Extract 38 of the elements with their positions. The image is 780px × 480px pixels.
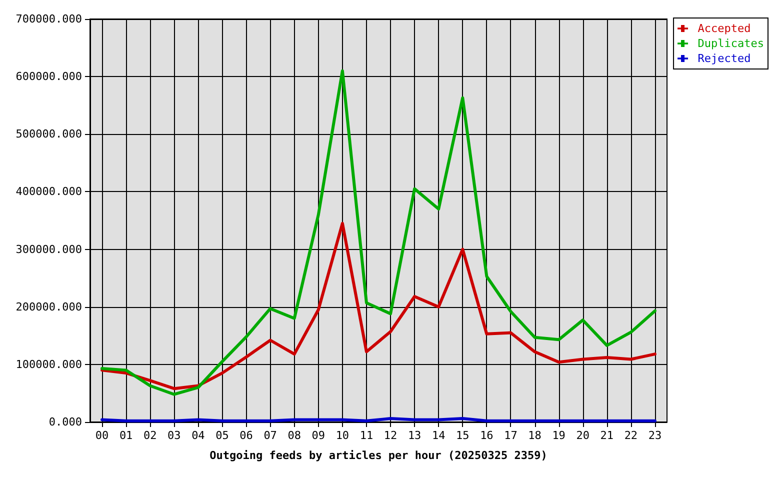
x-tick-label: 20 (576, 429, 590, 442)
x-tick-label: 13 (408, 429, 422, 442)
x-tick-label: 03 (168, 429, 181, 442)
x-tick-label: 06 (240, 429, 253, 442)
x-axis-title: Outgoing feeds by articles per hour (20250325 2359) (210, 449, 548, 462)
line-series (100, 69, 656, 396)
y-tick-label: 700000.000 (16, 12, 82, 26)
x-tick-label: 12 (384, 429, 398, 442)
legend-label: Duplicates (698, 37, 764, 50)
x-tick-label: 08 (288, 429, 301, 442)
x-tick-label: 02 (143, 429, 157, 442)
x-tick-label: 22 (624, 429, 638, 442)
legend-label: Accepted (698, 22, 751, 35)
y-tick-label: 200000.000 (16, 300, 82, 314)
x-tick-label: 21 (600, 429, 614, 442)
legend-label: Rejected (698, 52, 751, 65)
y-tick-label: 300000.000 (16, 242, 82, 256)
x-tick-label: 00 (95, 429, 109, 442)
x-tick-label: 23 (648, 429, 662, 442)
y-tick-label: 400000.000 (16, 185, 82, 198)
x-tick-label: 14 (432, 429, 446, 442)
y-tick-label: 100000.000 (16, 358, 82, 371)
x-tick-label: 07 (264, 429, 277, 442)
x-tick-label: 05 (216, 429, 229, 442)
x-tick-label: 18 (528, 429, 542, 442)
x-tick-label: 04 (192, 429, 206, 442)
line-series (100, 222, 656, 390)
y-tick-label: 0.000 (48, 416, 82, 428)
x-tick-label: 01 (119, 429, 133, 442)
x-tick-label: 19 (552, 429, 566, 442)
x-tick-label: 09 (312, 429, 326, 442)
y-tick-label: 500000.000 (16, 128, 82, 141)
x-tick-label: 16 (480, 429, 494, 442)
x-tick-label: 17 (504, 429, 518, 442)
x-tick-label: 15 (456, 429, 470, 442)
y-tick-label: 600000.000 (16, 70, 82, 84)
x-tick-label: 11 (360, 429, 374, 442)
x-tick-label: 10 (336, 429, 350, 442)
